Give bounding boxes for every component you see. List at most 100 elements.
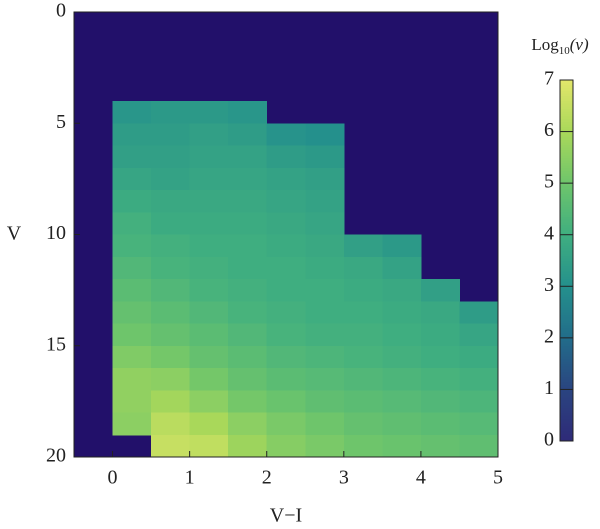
heat-cell [305, 167, 345, 191]
colorbar-segment [560, 402, 573, 406]
heat-cell [459, 434, 499, 458]
colorbar-segment [560, 170, 573, 174]
heat-cell [112, 234, 152, 258]
heat-cell [151, 434, 191, 458]
heat-cell [266, 412, 306, 436]
heat-cell [266, 212, 306, 235]
heat-cell [112, 301, 152, 324]
colorbar-segment [560, 85, 573, 89]
colorbar-segment [560, 116, 573, 120]
colorbar-segment [560, 196, 573, 200]
colorbar-tick-label: 6 [544, 119, 554, 141]
heat-cell [343, 412, 383, 436]
colorbar-segment [560, 203, 573, 207]
heat-cell [228, 412, 268, 436]
colorbar-segment [560, 340, 573, 344]
colorbar-segment [560, 386, 573, 390]
colorbar-title-arg: (ν) [570, 35, 589, 54]
colorbar-segment [560, 263, 573, 267]
heat-cell [228, 212, 268, 235]
heat-cell [305, 145, 345, 169]
heat-cell [112, 323, 152, 347]
heat-cell [305, 368, 345, 391]
heat-cell [228, 234, 268, 258]
colorbar-segment [560, 257, 573, 261]
heat-cell [343, 368, 383, 391]
heat-cell [459, 323, 499, 347]
colorbar-segment [560, 309, 573, 313]
colorbar-segment [560, 435, 573, 439]
colorbar-segment [560, 317, 573, 321]
heat-cell [228, 323, 268, 347]
colorbar-segment [560, 80, 573, 84]
heat-cell [228, 145, 268, 169]
colorbar-segment [560, 337, 573, 341]
colorbar-tick-label: 4 [544, 222, 554, 244]
heat-cell [228, 368, 268, 391]
colorbar-tick-label: 5 [544, 171, 554, 193]
y-tick-label: 5 [56, 111, 66, 133]
heat-cell [459, 301, 499, 324]
colorbar-segment [560, 98, 573, 102]
colorbar-segment [560, 134, 573, 138]
heat-cell [382, 256, 422, 280]
heat-cell [382, 434, 422, 458]
colorbar-segment [560, 250, 573, 254]
heat-cell [189, 167, 229, 191]
colorbar-segment [560, 188, 573, 192]
heat-cell [382, 279, 422, 302]
heat-cell [112, 145, 152, 169]
colorbar-segment [560, 345, 573, 349]
colorbar-segment [560, 105, 573, 109]
colorbar-segment [560, 242, 573, 246]
heat-cell [189, 301, 229, 324]
heat-cell [228, 256, 268, 280]
colorbar-segment [560, 283, 573, 287]
colorbar-segment [560, 381, 573, 385]
heat-cell [305, 323, 345, 347]
heat-cell [151, 101, 191, 124]
heat-cell [151, 145, 191, 169]
heat-cell [266, 323, 306, 347]
colorbar-segment [560, 330, 573, 334]
heat-cell [228, 101, 268, 124]
colorbar-segment [560, 389, 573, 393]
colorbar-tick-label: 1 [544, 377, 554, 399]
colorbar-segment [560, 152, 573, 156]
colorbar-segment [560, 206, 573, 210]
colorbar-segment [560, 314, 573, 318]
heat-cell [228, 301, 268, 324]
colorbar-segment [560, 286, 573, 290]
heat-cell [189, 190, 229, 213]
colorbar-segment [560, 193, 573, 197]
colorbar-title-base: Log [531, 35, 559, 54]
colorbar-segment [560, 198, 573, 202]
colorbar-tick-label: 2 [544, 325, 554, 347]
colorbar-segment [560, 355, 573, 359]
colorbar-segment [560, 299, 573, 303]
colorbar-segment [560, 245, 573, 249]
heat-cell [189, 323, 229, 347]
colorbar-title: Log10(ν) [531, 35, 589, 57]
heat-cell [189, 101, 229, 124]
heat-cell [112, 167, 152, 191]
colorbar-tick-label: 3 [544, 274, 554, 296]
heat-cell [343, 323, 383, 347]
colorbar-segment [560, 394, 573, 398]
colorbar-segment [560, 304, 573, 308]
heat-cell [151, 345, 191, 369]
heat-cell [305, 234, 345, 258]
heat-cell [305, 412, 345, 436]
heat-cell [266, 123, 306, 146]
colorbar-segment [560, 399, 573, 403]
heat-cell [266, 345, 306, 369]
heat-cell [420, 345, 460, 369]
heat-cell [151, 412, 191, 436]
colorbar-segment [560, 211, 573, 215]
colorbar-segment [560, 384, 573, 388]
colorbar-segment [560, 113, 573, 117]
colorbar-segment [560, 301, 573, 305]
heat-cell [305, 212, 345, 235]
